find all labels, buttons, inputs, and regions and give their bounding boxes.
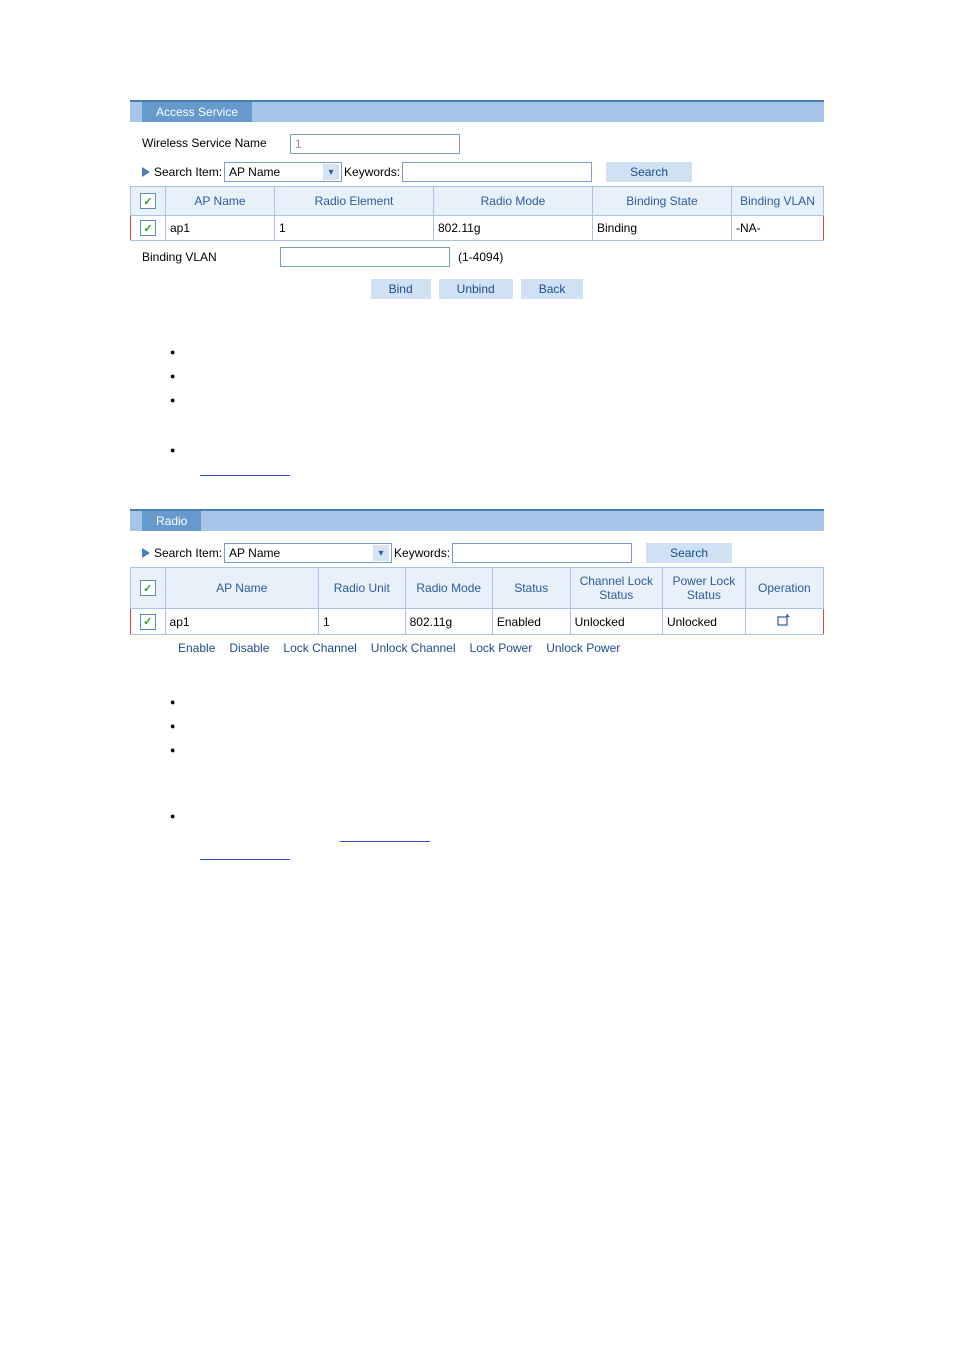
access-service-tab[interactable]: Access Service [142, 102, 252, 122]
header-ap-name[interactable]: AP Name [166, 187, 275, 216]
cell-radio-mode: 802.11g [434, 216, 593, 241]
header-power-lock[interactable]: Power Lock Status [662, 568, 745, 609]
search-item-select[interactable]: AP Name ▾ [224, 543, 392, 563]
wireless-service-name-label: Wireless Service Name [142, 136, 282, 152]
header-radio-element[interactable]: Radio Element [275, 187, 434, 216]
lock-power-button[interactable]: Lock Power [470, 641, 533, 655]
header-radio-mode[interactable]: Radio Mode [405, 568, 492, 609]
header-radio-mode[interactable]: Radio Mode [434, 187, 593, 216]
binding-vlan-hint: (1-4094) [458, 250, 503, 264]
bullet-list-1 [170, 343, 824, 479]
row-checkbox[interactable]: ✓ [140, 614, 156, 630]
bullet-list-2 [170, 693, 824, 863]
unlock-power-button[interactable]: Unlock Power [546, 641, 620, 655]
search-item-label: Search Item: [154, 546, 222, 560]
keywords-input[interactable] [402, 162, 592, 182]
cell-binding-state: Binding [593, 216, 732, 241]
header-checkbox[interactable]: ✓ [140, 580, 156, 596]
back-button[interactable]: Back [521, 279, 584, 299]
cell-operation [745, 609, 823, 635]
cell-radio-mode: 802.11g [405, 609, 492, 635]
cell-status: Enabled [492, 609, 570, 635]
access-service-tab-header: Access Service [130, 100, 824, 122]
search-button[interactable]: Search [606, 162, 692, 182]
cell-power-lock: Unlocked [662, 609, 745, 635]
enable-button[interactable]: Enable [178, 641, 215, 655]
table-row[interactable]: ✓ ap1 1 802.11g Enabled Unlocked Unlocke… [131, 609, 824, 635]
binding-vlan-label: Binding VLAN [142, 250, 272, 264]
unbind-button[interactable]: Unbind [439, 279, 513, 299]
binding-vlan-input[interactable] [280, 247, 450, 267]
search-item-select[interactable]: AP Name ▾ [224, 162, 342, 182]
cell-ap-name: ap1 [165, 609, 318, 635]
search-arrow-icon [142, 548, 150, 558]
unlock-channel-button[interactable]: Unlock Channel [371, 641, 456, 655]
cell-binding-vlan: -NA- [732, 216, 824, 241]
wireless-service-name-input [290, 134, 460, 154]
header-radio-unit[interactable]: Radio Unit [318, 568, 405, 609]
access-service-table: ✓ AP Name Radio Element Radio Mode Bindi… [130, 186, 824, 241]
radio-tab[interactable]: Radio [142, 511, 201, 531]
cell-radio-unit: 1 [318, 609, 405, 635]
search-item-value: AP Name [229, 165, 280, 179]
chevron-down-icon: ▾ [323, 164, 339, 180]
search-button[interactable]: Search [646, 543, 732, 563]
header-status[interactable]: Status [492, 568, 570, 609]
cell-radio-element: 1 [275, 216, 434, 241]
header-channel-lock[interactable]: Channel Lock Status [570, 568, 662, 609]
search-arrow-icon [142, 167, 150, 177]
search-item-label: Search Item: [154, 165, 222, 179]
header-binding-state[interactable]: Binding State [593, 187, 732, 216]
disable-button[interactable]: Disable [229, 641, 269, 655]
link-line[interactable] [200, 849, 290, 860]
cell-ap-name: ap1 [166, 216, 275, 241]
bind-button[interactable]: Bind [371, 279, 431, 299]
cell-channel-lock: Unlocked [570, 609, 662, 635]
keywords-input[interactable] [452, 543, 632, 563]
header-checkbox[interactable]: ✓ [140, 193, 156, 209]
radio-tab-header: Radio [130, 509, 824, 531]
lock-channel-button[interactable]: Lock Channel [283, 641, 356, 655]
search-item-value: AP Name [229, 546, 280, 560]
header-binding-vlan[interactable]: Binding VLAN [732, 187, 824, 216]
header-checkbox-col: ✓ [131, 187, 166, 216]
keywords-label: Keywords: [344, 165, 400, 179]
header-operation[interactable]: Operation [745, 568, 823, 609]
link-line[interactable] [200, 465, 290, 476]
table-row[interactable]: ✓ ap1 1 802.11g Binding -NA- [131, 216, 824, 241]
header-ap-name[interactable]: AP Name [165, 568, 318, 609]
keywords-label: Keywords: [394, 546, 450, 560]
radio-table: ✓ AP Name Radio Unit Radio Mode Status C… [130, 567, 824, 635]
row-checkbox[interactable]: ✓ [140, 220, 156, 236]
operation-icon[interactable] [776, 613, 792, 627]
chevron-down-icon: ▾ [373, 545, 389, 561]
link-line[interactable] [340, 831, 430, 842]
